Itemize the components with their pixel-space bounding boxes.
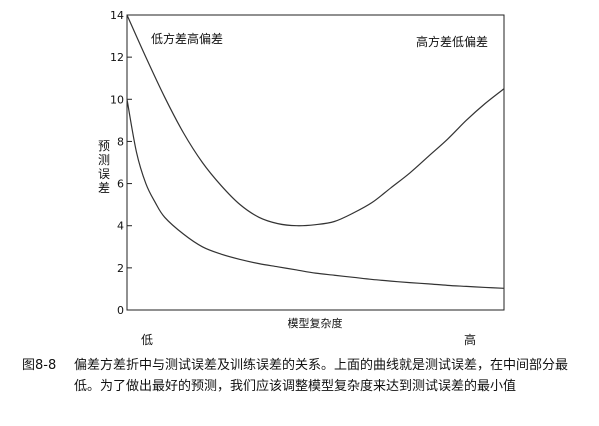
y-tick-label: 0 — [117, 304, 124, 317]
x-tick-label-high: 高 — [464, 332, 476, 347]
caption-number: 图8-8 — [22, 358, 57, 373]
annotation-left: 低方差高偏差 — [151, 31, 223, 46]
y-axis-label: 预测误差 — [98, 139, 110, 195]
series-layer — [126, 14, 505, 289]
y-tick-label: 14 — [110, 9, 124, 22]
training-error-curve — [126, 99, 505, 289]
y-tick-label: 8 — [117, 135, 124, 148]
y-tick-label: 10 — [110, 93, 124, 106]
y-axis-ticks: 0 2 4 6 8 10 12 14 — [110, 9, 132, 317]
caption-text: 偏差方差折中与测试误差及训练误差的关系。上面的曲线就是测试误差，在中间部分最低。… — [74, 358, 569, 394]
plot-frame — [126, 14, 505, 311]
chart: 0 2 4 6 8 10 12 14 低方差高偏差 高方差低偏差 模型复杂度 低 高 预测误差 — [98, 9, 505, 347]
x-axis-label: 模型复杂度 — [288, 316, 343, 330]
test-error-curve — [126, 14, 505, 227]
y-tick-label: 6 — [117, 178, 124, 191]
y-tick-label: 4 — [117, 220, 124, 233]
x-tick-label-low: 低 — [141, 333, 153, 347]
annotation-right: 高方差低偏差 — [416, 34, 488, 49]
y-tick-label: 12 — [110, 51, 124, 64]
y-tick-label: 2 — [117, 262, 124, 275]
